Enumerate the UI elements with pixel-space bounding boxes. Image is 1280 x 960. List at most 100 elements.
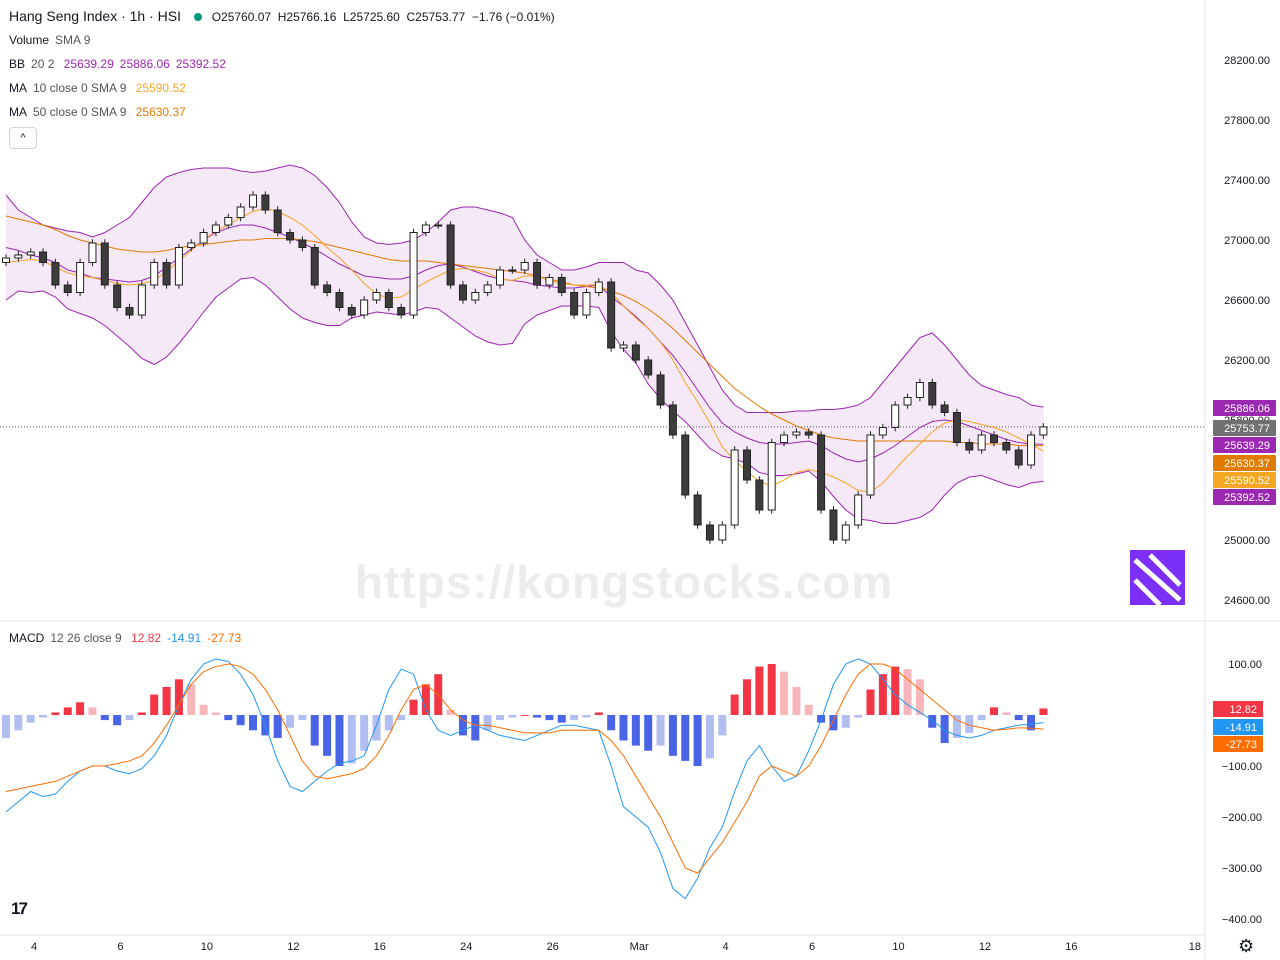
candle-body [496, 269, 504, 286]
candle-body [125, 307, 134, 316]
candle-body [360, 299, 369, 316]
macd-histogram-bar [668, 715, 677, 756]
watermark-text: https://kongstocks.com [355, 556, 894, 608]
price-tag-label: 25630.37 [1224, 458, 1270, 470]
macd-histogram-bar [310, 715, 319, 746]
candle-body [533, 262, 542, 286]
macd-histogram-bar [162, 686, 171, 715]
macd-histogram-bar [866, 689, 875, 715]
bb-lower-value: 25392.52 [175, 57, 226, 71]
macd-tick-label: −300.00 [1222, 863, 1262, 875]
candle-body [718, 524, 727, 541]
market-status-dot [194, 12, 203, 21]
price-tag-bg [1213, 437, 1276, 453]
macd-legend[interactable]: MACD 12 26 close 9 12.82 -14.91 -27.73 [9, 631, 247, 645]
candle-body [1039, 426, 1048, 436]
ma10-legend-name: MA [9, 81, 27, 95]
macd-signal-value: -27.73 [207, 631, 242, 645]
macd-histogram-bar [878, 674, 887, 715]
candle-body [421, 224, 430, 233]
candle-body [187, 242, 196, 248]
candle-body [174, 247, 183, 286]
candle-body [903, 397, 912, 406]
macd-histogram-bar [150, 694, 159, 715]
candle-body [100, 242, 109, 286]
macd-histogram-bar [2, 715, 10, 738]
macd-histogram-bar [458, 715, 467, 736]
macd-histogram-bar [137, 712, 146, 715]
bb-legend[interactable]: BB 20 2 25639.29 25886.06 25392.52 [9, 57, 232, 71]
macd-histogram-bar [224, 715, 233, 721]
candle-body [113, 284, 122, 308]
macd-histogram-bar [743, 679, 751, 715]
macd-histogram-bar [557, 715, 566, 723]
price-tag-label: 25590.52 [1224, 475, 1270, 487]
candle-body [854, 494, 863, 526]
gear-icon[interactable]: ⚙ [1238, 936, 1255, 956]
volume-legend[interactable]: Volume SMA 9 [9, 33, 96, 47]
macd-legend-name: MACD [9, 631, 45, 645]
bb-legend-params: 20 2 [31, 57, 55, 71]
bb-fill [6, 165, 1044, 524]
macd-histogram-bar [681, 715, 690, 761]
candle-body [940, 404, 949, 413]
macd-histogram-bar [891, 666, 900, 715]
macd-histogram-bar [76, 702, 85, 715]
candle-body [261, 194, 270, 211]
macd-histogram-bar [965, 715, 974, 733]
ma50-legend[interactable]: MA 50 close 0 SMA 9 25630.37 [9, 105, 192, 119]
macd-histogram-bar [298, 715, 307, 721]
macd-histogram-bar [903, 669, 912, 715]
macd-histogram-bar [545, 715, 554, 721]
price-tag-bg [1213, 472, 1276, 488]
macd-histogram-bar [211, 712, 220, 715]
macd-tag-label: -14.91 [1226, 722, 1257, 734]
candle-body [1014, 449, 1023, 466]
macd-histogram-bar [829, 715, 838, 731]
macd-histogram-bar [792, 686, 801, 715]
candle-body [817, 434, 826, 511]
symbol-title[interactable]: Hang Seng Index · 1h · HSI [9, 8, 181, 24]
macd-histogram-bar [384, 715, 393, 731]
macd-histogram-bar [1039, 708, 1048, 715]
time-tick-label: 12 [979, 941, 991, 953]
macd-histogram-bar [607, 715, 616, 731]
candle-body [137, 284, 146, 316]
macd-histogram-bar [582, 715, 591, 718]
volume-legend-params: SMA 9 [55, 33, 91, 47]
ma10-legend-params: 10 close 0 SMA 9 [33, 81, 127, 95]
collapse-legend-button[interactable]: ^ [9, 127, 37, 149]
candle-body [780, 434, 789, 443]
time-tick-label: 12 [287, 941, 299, 953]
candle-body [211, 224, 220, 233]
macd-histogram-bar [755, 666, 764, 715]
ma10-legend[interactable]: MA 10 close 0 SMA 9 25590.52 [9, 81, 192, 95]
macd-histogram-bar [409, 699, 418, 715]
macd-tag-bg [1213, 701, 1263, 717]
candle-body [545, 277, 554, 286]
macd-histogram-bar [915, 679, 924, 715]
candle-body [594, 281, 603, 293]
macd-histogram-bar [533, 715, 542, 718]
macd-line-value: -14.91 [167, 631, 202, 645]
time-tick-label: 4 [723, 941, 729, 953]
macd-histogram-bar [335, 715, 344, 766]
price-tick-label: 28200.00 [1224, 55, 1270, 67]
candle-body [150, 262, 159, 286]
price-tick-label: 24600.00 [1224, 595, 1270, 607]
macd-histogram-bar [286, 715, 295, 728]
volume-legend-name: Volume [9, 33, 50, 47]
tradingview-logo[interactable]: 17 [11, 899, 28, 918]
candle-body [557, 277, 566, 293]
bb-lower-line [5, 276, 1044, 524]
price-tag-bg [1213, 400, 1276, 416]
macd-histogram-bar [940, 715, 949, 744]
candle-body [681, 434, 690, 496]
candle-body [520, 262, 529, 271]
candle-body [384, 292, 393, 308]
time-tick-label: 4 [31, 941, 37, 953]
bb-basis-value: 25639.29 [63, 57, 114, 71]
watermark-logo-mark [1133, 553, 1182, 607]
candle-body [767, 442, 776, 511]
